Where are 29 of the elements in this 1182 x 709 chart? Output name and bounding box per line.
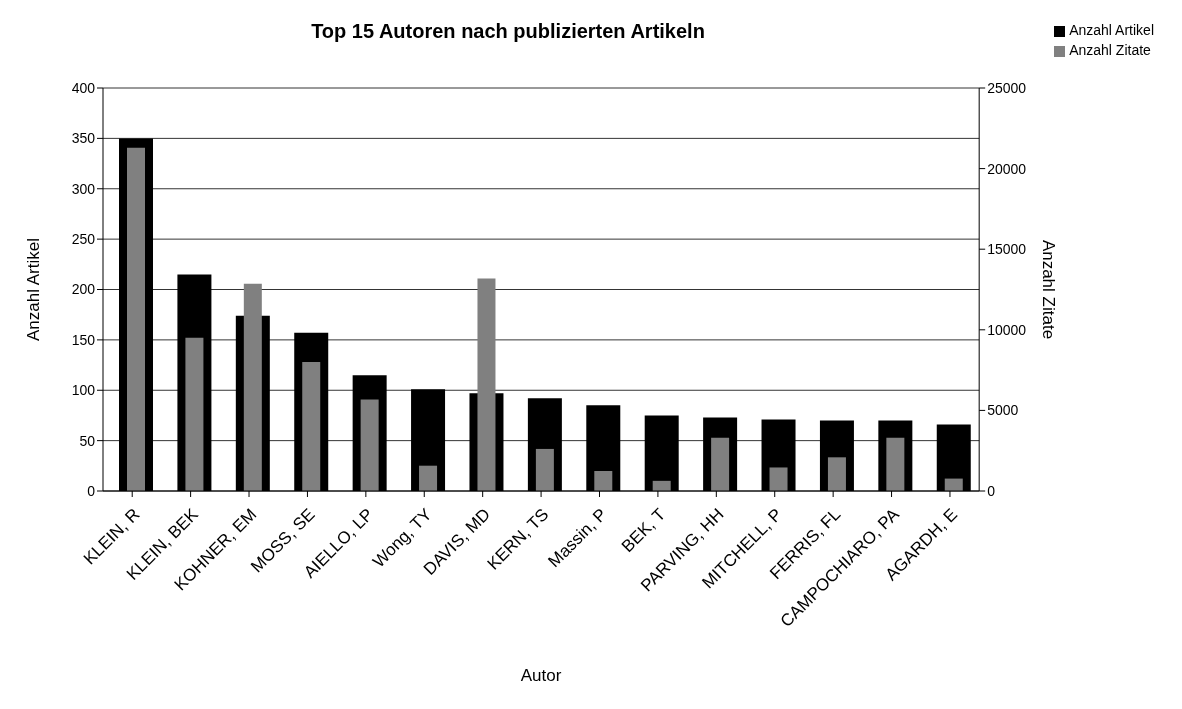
y2-tick-label: 20000 — [987, 160, 1027, 177]
y2-tick-label: 15000 — [987, 241, 1027, 258]
y-tick-label: 350 — [71, 130, 96, 147]
y-tick-label: 0 — [87, 482, 96, 499]
legend-label: Anzahl Artikel — [1069, 22, 1154, 38]
y2-tick-label: 25000 — [987, 79, 1027, 96]
bar — [886, 437, 905, 491]
bar — [185, 337, 204, 491]
y-tick-label: 250 — [71, 231, 96, 248]
y-tick-label: 400 — [71, 79, 96, 96]
bar — [594, 471, 613, 491]
y2-tick-label: 0 — [987, 482, 996, 499]
y-tick-label: 200 — [71, 281, 96, 298]
y-axis-title: Anzahl Artikel — [24, 238, 44, 341]
bar — [535, 448, 554, 491]
y2-tick-label: 10000 — [987, 321, 1027, 338]
y2-tick-label: 5000 — [987, 402, 1019, 419]
chart-title: Top 15 Autoren nach publizierten Artikeln — [310, 20, 706, 43]
bar — [419, 465, 438, 491]
x-axis-title: Autor — [520, 666, 562, 685]
bar — [769, 467, 788, 491]
y-tick-label: 100 — [71, 382, 96, 399]
legend-label: Anzahl Zitate — [1069, 42, 1151, 58]
y2-axis-title: Anzahl Zitate — [1039, 239, 1059, 340]
bar — [827, 457, 846, 491]
bar — [711, 437, 730, 491]
y-tick-label: 50 — [79, 432, 96, 449]
y-tick-label: 150 — [71, 331, 96, 348]
y-tick-label: 300 — [71, 180, 96, 197]
